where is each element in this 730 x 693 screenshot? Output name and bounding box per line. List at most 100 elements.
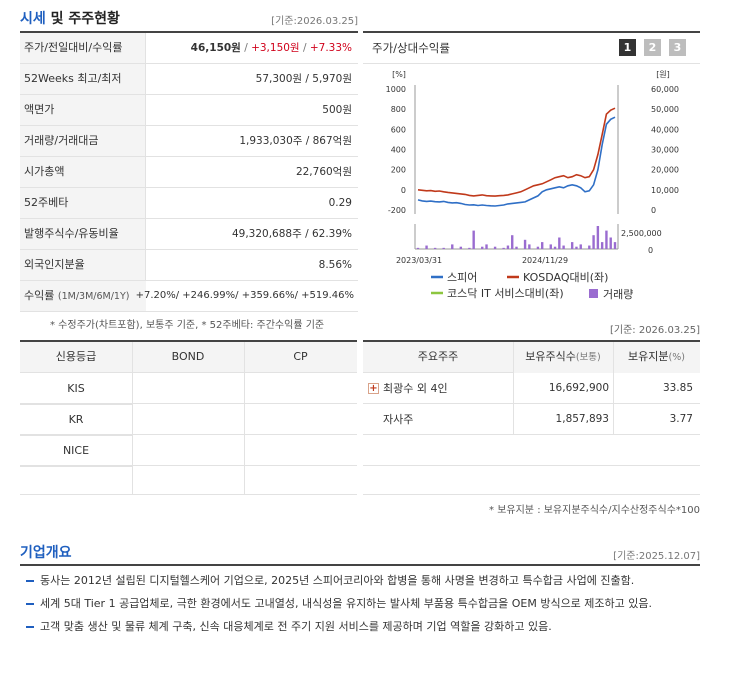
volume-bar	[511, 235, 514, 249]
y-left-tick: 200	[391, 166, 406, 175]
row-line	[20, 404, 357, 435]
legend-label: 스피어	[447, 271, 477, 284]
row-value: 49,320,688주 / 62.39%	[231, 228, 352, 240]
quote-footnote: * 수정주가(차트포함), 보통주 기준, * 52주베타: 주간수익률 기준	[50, 320, 325, 331]
change-rate: +7.33%	[309, 42, 352, 54]
divider	[513, 342, 514, 435]
y-right-tick: 30,000	[651, 146, 679, 155]
section-title-quote: 시세 및 주주현황	[20, 8, 120, 28]
volume-bar	[528, 244, 531, 249]
section-title-part: 및 주주현황	[45, 11, 120, 27]
overview-list: 동사는 2012년 설립된 디지털헬스케어 기업으로, 2025년 스피어코리아…	[22, 571, 697, 636]
row-foreign: 외국인지분율 8.56%	[20, 250, 358, 281]
volume-bar	[613, 242, 617, 249]
volume-bar	[416, 247, 420, 249]
header-sub: (%)	[668, 352, 685, 363]
row-par: 액면가 500원	[20, 95, 358, 126]
holders-header-name: 주요주주	[363, 342, 513, 372]
holders-row: 자사주 1,857,893 3.77	[363, 404, 700, 435]
credit-agency-kr: KR	[20, 404, 132, 436]
chart-page-button-1[interactable]: 1	[619, 39, 636, 56]
volume-bar	[549, 244, 552, 249]
volume-bar	[540, 242, 544, 249]
volume-bar	[515, 246, 518, 249]
divider	[132, 342, 133, 495]
volume-bar	[506, 245, 510, 249]
holders-date: [기준: 2026.03.25]	[609, 325, 700, 336]
price-value: 46,150원	[190, 42, 241, 54]
holder-name: 최광수 외 4인	[383, 382, 448, 395]
overview-date: [기준:2025.12.07]	[613, 551, 700, 562]
row-label: 시가총액	[20, 157, 146, 187]
volume-bar	[493, 246, 497, 249]
volume-bar	[605, 230, 608, 249]
credit-header-cp: CP	[244, 342, 357, 372]
holders-header-pct: 보유지분(%)	[613, 342, 700, 373]
change-value: +3,150원	[251, 42, 300, 54]
divider	[244, 342, 245, 495]
overview-item: 고객 맞춤 생산 및 물류 체계 구축, 신속 대응체계로 전 주기 지원 서비…	[22, 617, 697, 636]
row-value: 57,300원 / 5,970원	[255, 73, 352, 85]
row-value: 1,933,030주 / 867억원	[239, 135, 352, 147]
expand-plus-icon[interactable]: +	[368, 383, 379, 394]
volume-bar	[472, 230, 475, 249]
row-value: 22,760억원	[295, 166, 352, 178]
holder-shares: 16,692,900	[548, 382, 609, 394]
volume-bar	[596, 226, 600, 249]
row-line	[20, 435, 357, 466]
row-value: 8.56%	[318, 259, 352, 271]
y-right-tick: 40,000	[651, 125, 679, 134]
chart-page-button-3[interactable]: 3	[669, 39, 686, 56]
volume-bar	[536, 246, 540, 249]
chart-page-button-2[interactable]: 2	[644, 39, 661, 56]
y-right-tick: 50,000	[651, 105, 679, 114]
volume-bar	[570, 242, 574, 249]
row-value: 46,150원 / +3,150원 / +7.33%	[190, 42, 352, 54]
holders-footnote: * 보유지분 : 보유지분주식수/지수산정주식수*100	[489, 505, 700, 516]
credit-header-bond: BOND	[132, 342, 244, 372]
y-left-tick: 800	[391, 105, 406, 114]
row-volume: 거래량/거래대금 1,933,030주 / 867억원	[20, 126, 358, 157]
credit-agency-kis: KIS	[20, 373, 132, 405]
credit-header-rating: 신용등급	[20, 342, 132, 372]
holders-row-empty	[363, 466, 700, 495]
y-left-tick: 1000	[386, 85, 406, 94]
volume-bar	[575, 246, 578, 249]
row-label: 52주베타	[20, 188, 146, 218]
holder-name: 자사주	[383, 413, 414, 426]
overview-item: 세계 5대 Tier 1 공급업체로, 극한 환경에서도 고내열성, 내식성을 …	[22, 594, 697, 613]
y-left-tick: 400	[391, 146, 406, 155]
holder-pct: 3.77	[669, 413, 693, 425]
row-value: 0.29	[328, 197, 352, 209]
divider	[613, 342, 614, 435]
volume-bar	[485, 244, 488, 249]
y-right-tick: 10,000	[651, 186, 679, 195]
volume-bar	[523, 239, 527, 249]
overview-title: 기업개요	[20, 545, 72, 561]
divider	[363, 340, 700, 342]
chart-title: 주가/상대수익률	[372, 41, 450, 55]
divider	[363, 63, 700, 64]
volume-bar	[600, 242, 604, 249]
y-right-tick: 20,000	[651, 166, 679, 175]
holders-row[interactable]: + 최광수 외 4인 16,692,900 33.85	[363, 373, 700, 404]
row-label: 거래량/거래대금	[20, 126, 146, 156]
series-line	[417, 107, 616, 197]
x-tick: 2024/11/29	[522, 256, 568, 265]
volume-bar	[442, 247, 445, 249]
row-price: 주가/전일대비/수익률 46,150원 / +3,150원 / +7.33%	[20, 33, 358, 64]
header-text: 보유지분	[628, 350, 669, 363]
series-line	[417, 116, 616, 207]
y-right-tick: 0	[651, 206, 656, 215]
divider	[20, 340, 357, 342]
legend-label: 코스닥 IT 서비스대비(좌)	[447, 287, 564, 300]
row-52w: 52Weeks 최고/최저 57,300원 / 5,970원	[20, 64, 358, 95]
volume-bar	[425, 245, 428, 249]
y-right-unit: [원]	[656, 70, 670, 79]
y-right-tick: 60,000	[651, 85, 679, 94]
overview-item: 동사는 2012년 설립된 디지털헬스케어 기업으로, 2025년 스피어코리아…	[22, 571, 697, 590]
row-marketcap: 시가총액 22,760억원	[20, 157, 358, 188]
y-left-tick: -200	[388, 206, 406, 215]
row-label: 52Weeks 최고/최저	[20, 64, 146, 94]
volume-bar	[459, 246, 463, 249]
